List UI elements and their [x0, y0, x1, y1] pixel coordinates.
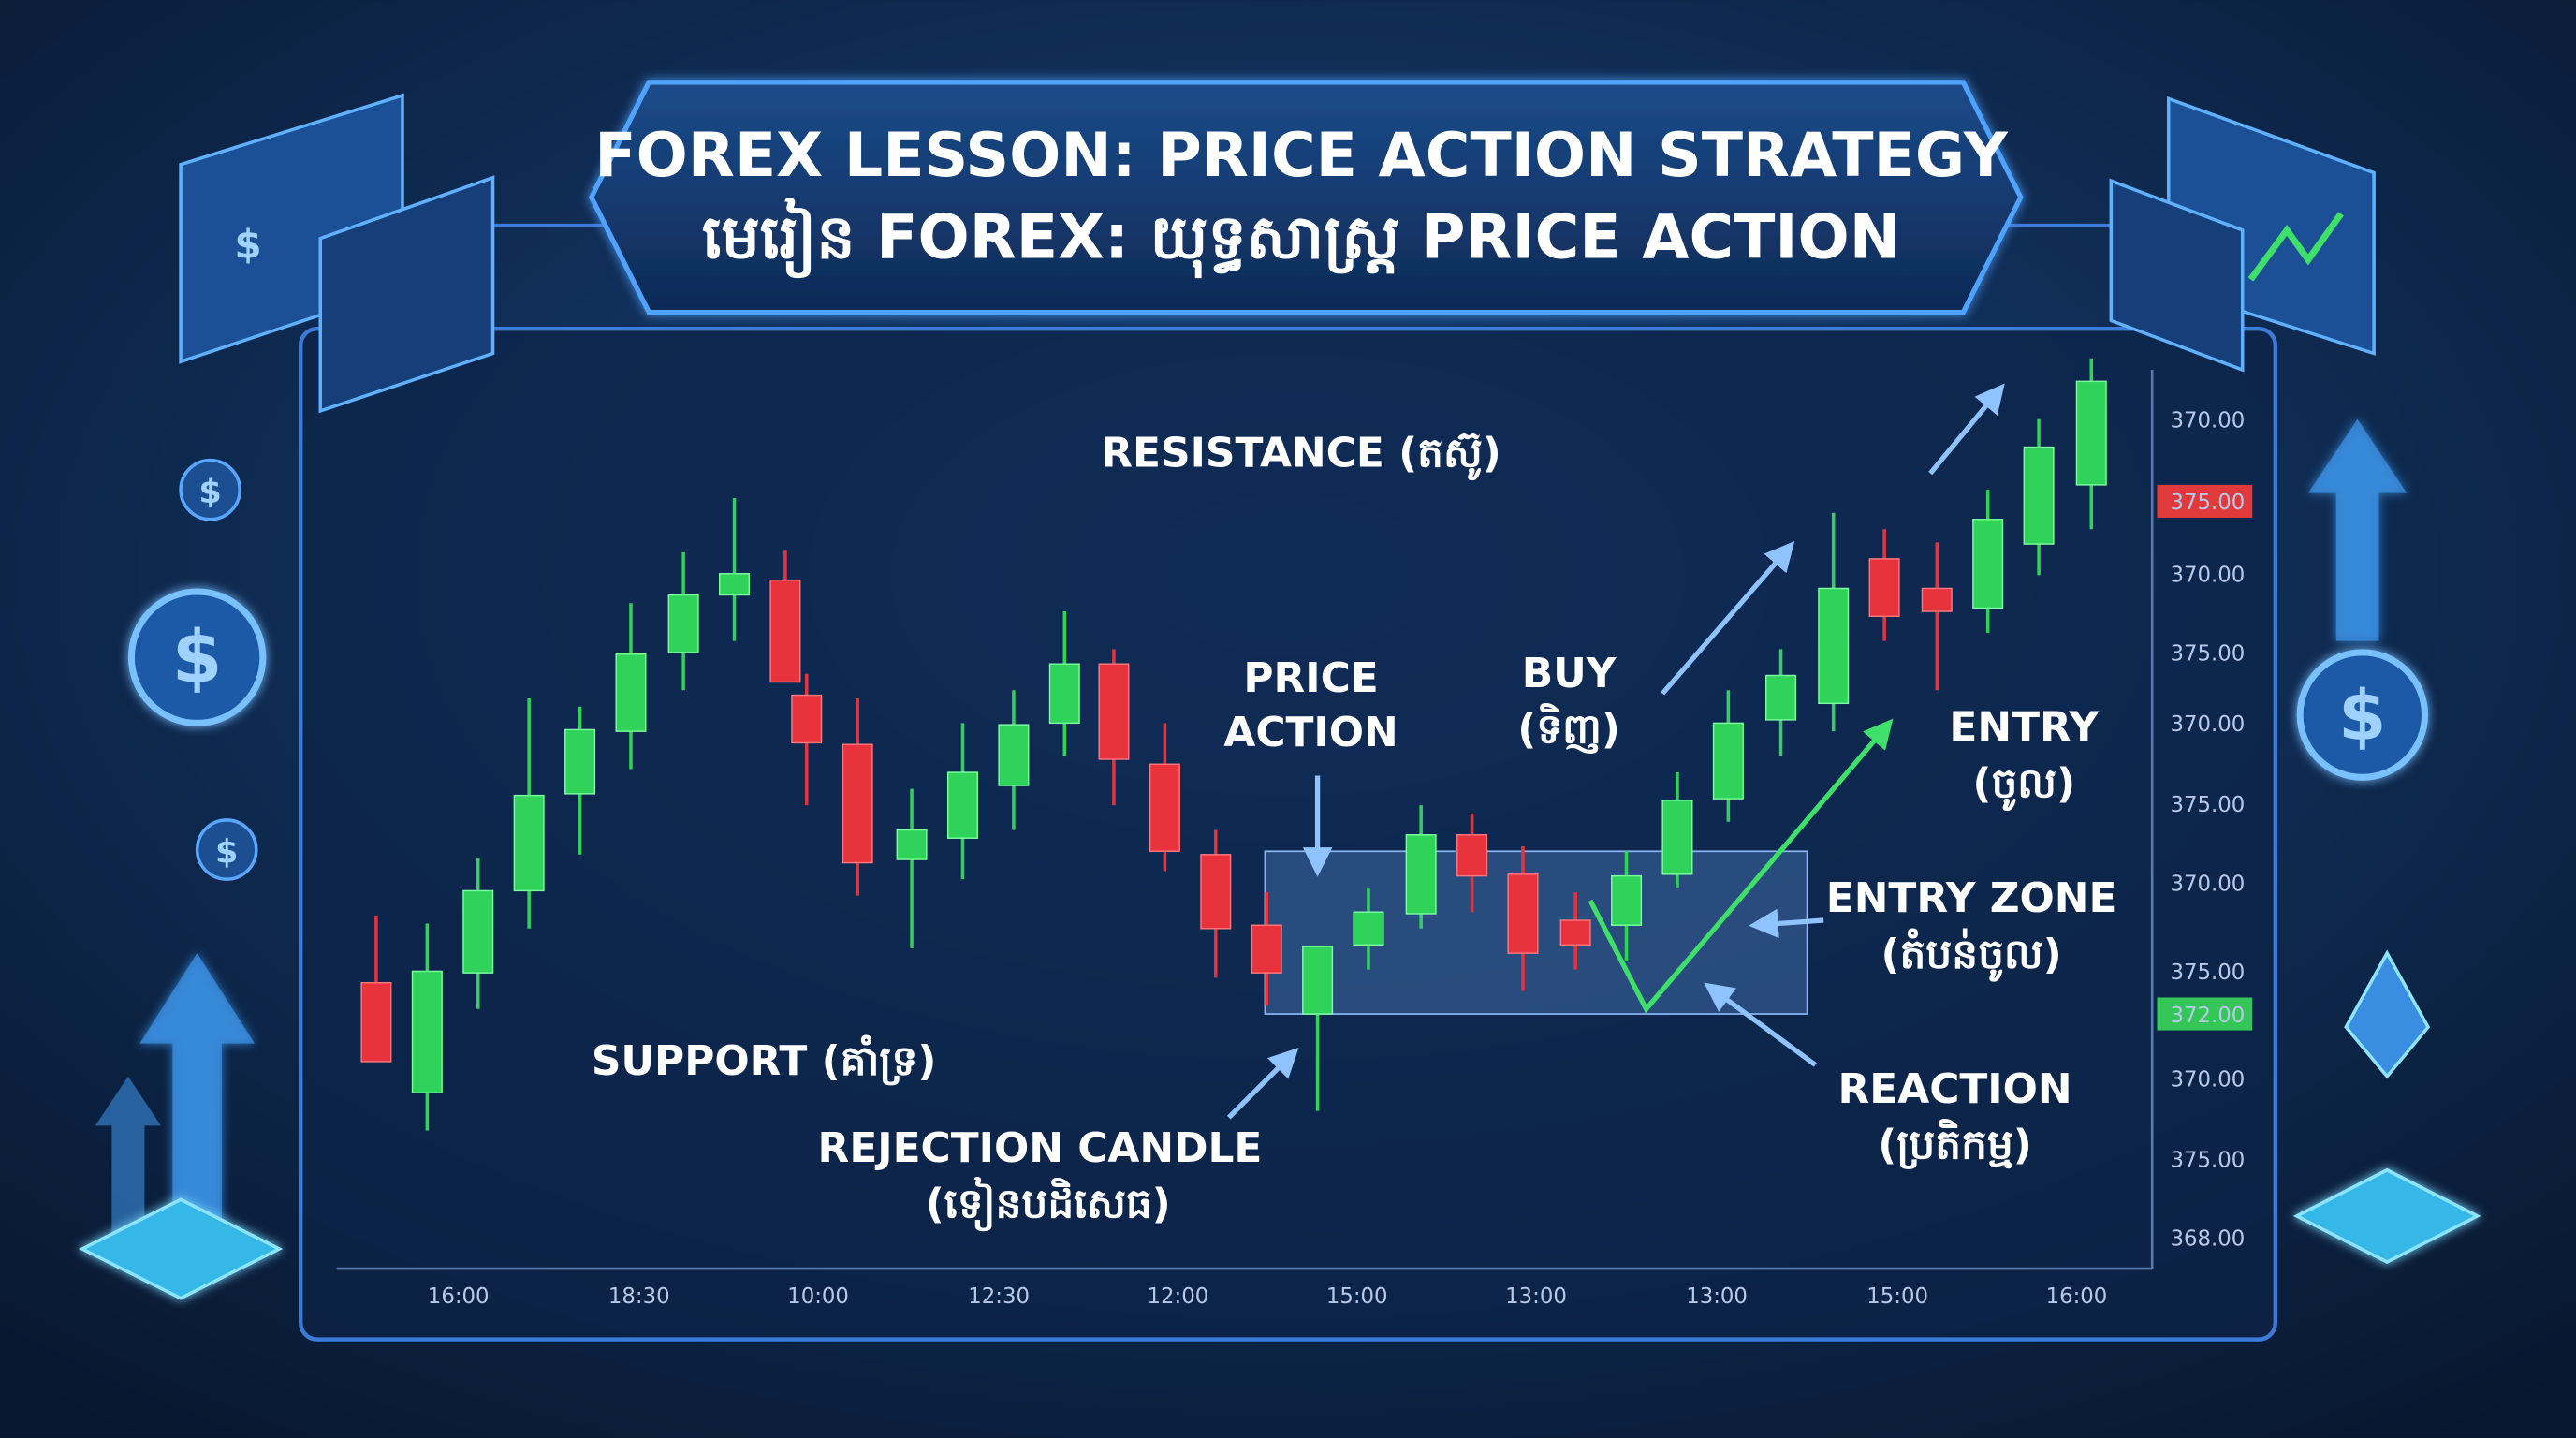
candle-body [769, 579, 801, 683]
candle-body [2023, 446, 2055, 545]
dollar-icon: $ [198, 473, 221, 511]
candle-body [1507, 873, 1539, 954]
arrow [1704, 982, 1817, 1067]
title: មេរៀន FOREX: យុទ្ធសាស្ត្រ PRICE ACTION [702, 198, 1900, 279]
candle-body [1712, 722, 1744, 800]
candle-body [719, 572, 751, 596]
left-panels [78, 93, 495, 1300]
price-axis-label: 370.00 [2170, 712, 2245, 737]
time-axis-label: 18:30 [608, 1284, 670, 1309]
resistance-label: RESISTANCE (តស៊ូ) [1101, 430, 1500, 481]
chart-frame [298, 326, 2278, 1342]
candle-body [896, 829, 928, 860]
price-axis-label: 370.00 [2170, 872, 2245, 896]
support-label: SUPPORT (គាំទ្រ) [592, 1034, 937, 1086]
price-action-label: PRICE [1243, 654, 1378, 702]
dollar-icon: $ [172, 616, 223, 700]
time-axis-label: 16:00 [428, 1284, 490, 1309]
candle-body [842, 743, 873, 864]
candle-body [462, 889, 494, 974]
candle-body [1353, 911, 1384, 946]
time-axis-label: 12:30 [968, 1284, 1030, 1309]
candle-body [360, 981, 392, 1063]
rejection-label: REJECTION CANDLE [818, 1124, 1263, 1172]
candle-body [1098, 663, 1130, 760]
candle-body [513, 794, 545, 892]
time-axis-label: 13:00 [1686, 1284, 1748, 1309]
candle-body [1048, 663, 1080, 725]
candle-body [1868, 558, 1900, 618]
arrow [1661, 541, 1795, 696]
entry-label: (ចូល) [1972, 759, 2075, 811]
entry-zone-label: (តំបន់ចូល) [1881, 928, 2062, 982]
entry-zone-label: ENTRY ZONE [1826, 874, 2117, 922]
candle-body [1200, 854, 1232, 930]
buy-label: BUY [1522, 650, 1617, 697]
candle-body [1972, 519, 2004, 609]
entry-label: ENTRY [1949, 704, 2100, 752]
time-axis-label: 12:00 [1148, 1284, 1209, 1309]
time-axis-label: 13:00 [1505, 1284, 1567, 1309]
candle-body [946, 771, 978, 839]
candle-body [1921, 587, 1953, 612]
arrow [1749, 908, 1824, 939]
candle-body [1251, 924, 1282, 974]
candle-body [1149, 763, 1180, 852]
time-axis-label: 15:00 [1326, 1284, 1388, 1309]
price-axis-label: 370.00 [2170, 563, 2245, 587]
title-banner [588, 80, 2024, 315]
candle-body [1456, 834, 1488, 877]
dollar-icon: $ [2338, 677, 2386, 756]
arrow [1928, 383, 2005, 476]
candle-body [564, 728, 596, 795]
candle-body [998, 724, 1030, 786]
price-axis-label: 370.00 [2170, 408, 2245, 433]
candle-body [791, 694, 823, 744]
price-axis-label: 370.00 [2170, 1067, 2245, 1092]
price-tag [2157, 997, 2253, 1031]
candle-body [1405, 834, 1437, 915]
candle-body [1302, 946, 1334, 1015]
candle-body [1765, 674, 1797, 721]
time-axis-label: 15:00 [1866, 1284, 1928, 1309]
price-axis-label: 375.00 [2170, 793, 2245, 817]
candle-body [1559, 919, 1591, 946]
reaction-path [1588, 718, 1894, 1014]
dollar-icon: $ [234, 222, 261, 268]
price-tag [2157, 484, 2253, 518]
price-axis-label: 375.00 [2170, 961, 2245, 985]
candles [360, 358, 2107, 1131]
price-axis-label: 375.00 [2170, 1148, 2245, 1172]
right-panels [2109, 95, 2481, 1265]
buy-label: (ទិញ) [1517, 702, 1620, 754]
candle-body [2075, 380, 2107, 486]
price-axis-label: 368.00 [2170, 1227, 2245, 1252]
reaction-label: (ប្រតិកម្ម) [1878, 1118, 2032, 1169]
candle-body [1661, 800, 1693, 875]
time-axis-label: 10:00 [787, 1284, 849, 1309]
candle-body [1611, 874, 1643, 926]
candle-body [411, 970, 443, 1093]
candle-body [1818, 587, 1850, 705]
rejection-label: (ទៀនបដិសេធ) [926, 1177, 1171, 1232]
reaction-label: REACTION [1838, 1065, 2072, 1113]
price-axis-label: 372.00 [2170, 1004, 2245, 1028]
dollar-icon: $ [215, 833, 238, 872]
time-axis-label: 16:00 [2046, 1284, 2108, 1309]
candle-body [667, 594, 699, 653]
arrow [1226, 1047, 1299, 1120]
price-axis-label: 375.00 [2170, 491, 2245, 515]
price-axis-label: 375.00 [2170, 642, 2245, 667]
candle-body [615, 653, 647, 732]
title: FOREX LESSON: PRICE ACTION STRATEGY [594, 121, 2008, 191]
price-action-label: ACTION [1223, 709, 1398, 756]
